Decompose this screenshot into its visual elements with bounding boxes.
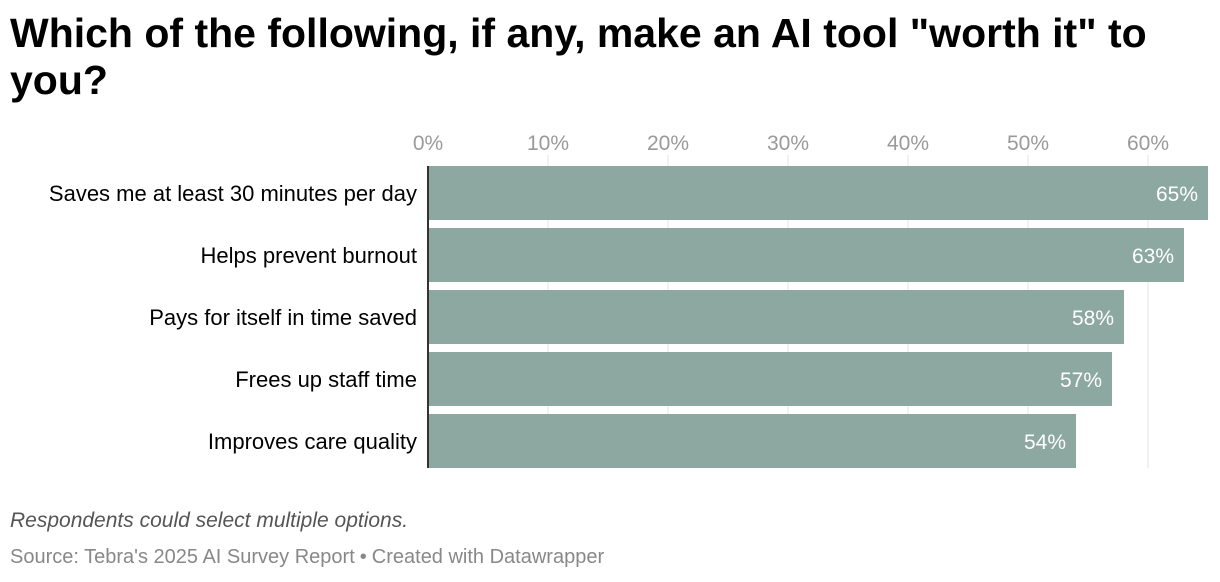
category-labels: Saves me at least 30 minutes per day Help… — [49, 181, 417, 454]
x-tick-label: 0% — [413, 132, 443, 155]
value-label: 57% — [1060, 369, 1102, 392]
value-label: 65% — [1156, 183, 1198, 206]
category-label: Improves care quality — [208, 429, 417, 454]
source-text: Source: Tebra's 2025 AI Survey Report — [10, 546, 355, 568]
category-label: Pays for itself in time saved — [149, 305, 417, 330]
x-tick-label: 60% — [1127, 132, 1169, 155]
category-label: Helps prevent burnout — [201, 243, 417, 268]
source-line: Source: Tebra's 2025 AI Survey Report • Cr… — [10, 546, 604, 569]
bar — [428, 166, 1208, 220]
bars — [428, 166, 1208, 468]
bar — [428, 290, 1124, 344]
x-tick-label: 10% — [527, 132, 569, 155]
x-tick-label: 30% — [767, 132, 809, 155]
bar — [428, 352, 1112, 406]
x-tick-label: 20% — [647, 132, 689, 155]
value-label: 58% — [1072, 307, 1114, 330]
source-separator: • — [359, 546, 367, 568]
value-label: 63% — [1132, 245, 1174, 268]
value-labels: 65% 63% 58% 57% 54% — [1024, 183, 1198, 454]
category-label: Saves me at least 30 minutes per day — [49, 181, 417, 206]
chart-title: Which of the following, if any, make an … — [10, 10, 1147, 103]
chart-note: Respondents could select multiple option… — [10, 509, 409, 532]
bar — [428, 228, 1184, 282]
credit-text: Created with Datawrapper — [371, 546, 605, 568]
x-axis-tick-labels: 0% 10% 20% 30% 40% 50% 60% — [413, 132, 1169, 155]
bar — [428, 414, 1076, 468]
value-label: 54% — [1024, 431, 1066, 454]
x-tick-label: 40% — [887, 132, 929, 155]
category-label: Frees up staff time — [235, 367, 417, 392]
x-tick-label: 50% — [1007, 132, 1049, 155]
